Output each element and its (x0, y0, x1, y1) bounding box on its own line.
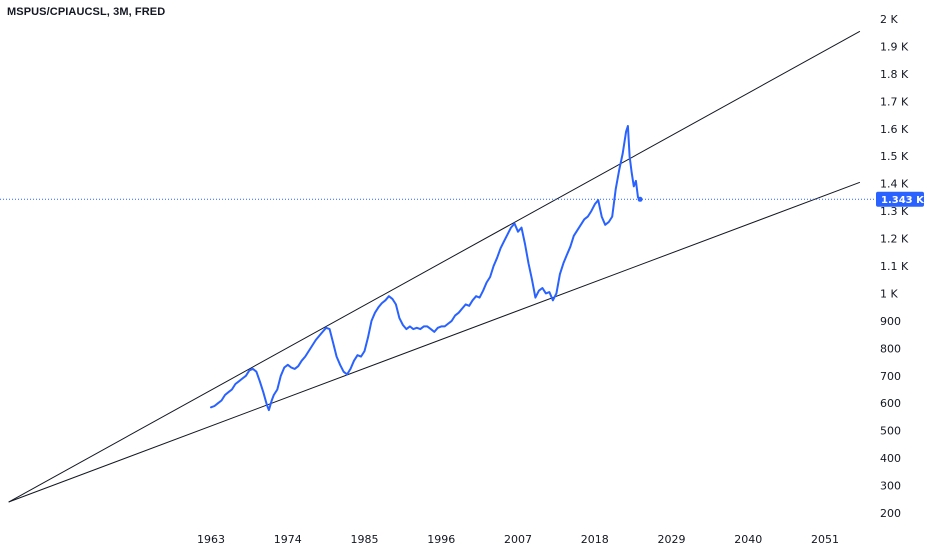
y-tick-label: 1.5 K (880, 150, 909, 163)
y-axis: 200 300 400 500 600 700 800 900 1 K 1.1 K 1.2 K 1.3… (876, 13, 925, 520)
y-tick-label: 1.9 K (880, 40, 909, 53)
y-tick-label: 1.4 K (880, 178, 909, 191)
last-value-badge (876, 191, 924, 207)
y-tick-label: 1.7 K (880, 95, 909, 108)
x-axis: 1963 1974 1985 1996 2007 2018 2029 2040 2051 (197, 533, 839, 546)
y-tick-label: 900 (880, 315, 901, 328)
x-tick-label: 2029 (658, 533, 686, 546)
y-tick-label: 1.8 K (880, 68, 909, 81)
y-tick-label: 200 (880, 507, 901, 520)
y-tick-label: 300 (880, 480, 901, 493)
y-tick-label: 700 (880, 370, 901, 383)
x-tick-label: 1963 (197, 533, 225, 546)
series-line (210, 125, 642, 412)
x-tick-label: 2051 (811, 533, 839, 546)
y-tick-label: 1.3 K (880, 205, 909, 218)
chart-title: MSPUS/CPIAUCSL, 3M, FRED (7, 6, 166, 18)
y-tick-label: 1.6 K (880, 123, 909, 136)
y-tick-label: 600 (880, 397, 901, 410)
plot-area (0, 30, 874, 503)
last-value-badge-label: 1.343 K (881, 195, 925, 206)
x-tick-label: 2018 (581, 533, 609, 546)
y-tick-label: 2 K (880, 13, 898, 26)
x-tick-label: 1985 (351, 533, 379, 546)
y-tick-label: 400 (880, 452, 901, 465)
y-tick-label: 1 K (880, 287, 898, 300)
x-tick-label: 1974 (274, 533, 302, 546)
x-tick-label: 2007 (504, 533, 532, 546)
y-tick-label: 800 (880, 342, 901, 355)
trendline-lower (8, 181, 861, 503)
series-last-point (637, 196, 643, 202)
x-tick-label: 2040 (734, 533, 762, 546)
y-tick-label: 1.1 K (880, 260, 909, 273)
y-tick-label: 1.2 K (880, 233, 909, 246)
x-tick-label: 1996 (427, 533, 455, 546)
trendline-upper (8, 30, 861, 503)
plot-clip-group (0, 30, 874, 503)
y-tick-label: 500 (880, 425, 901, 438)
